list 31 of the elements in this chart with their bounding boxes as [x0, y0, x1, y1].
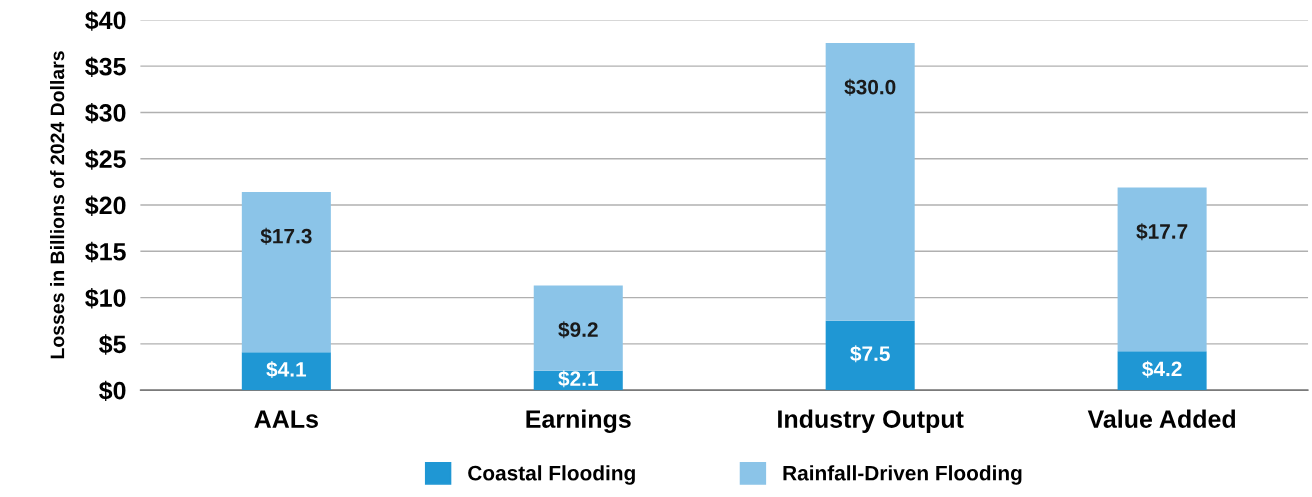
- data-label: $9.2: [558, 321, 598, 339]
- x-tick-label: Value Added: [1087, 409, 1236, 428]
- data-label: $4.1: [266, 361, 307, 379]
- data-label: $17.3: [260, 227, 312, 245]
- legend-label: Rainfall-Driven Flooding: [783, 465, 1022, 485]
- y-tick-label: $0: [99, 380, 126, 402]
- y-tick-label: $10: [85, 288, 126, 309]
- y-tick-label: $35: [85, 56, 126, 78]
- data-label: $30.0: [844, 78, 896, 96]
- bar: [241, 352, 331, 391]
- data-label: $4.2: [1142, 360, 1182, 378]
- y-tick-label: $15: [85, 241, 126, 263]
- bar: [825, 320, 915, 391]
- y-tick-label: $20: [85, 195, 126, 216]
- y-axis-title: Losses in Billions of 2024 Dollars: [50, 51, 65, 359]
- data-label: $7.5: [850, 345, 890, 363]
- x-tick-label: Industry Output: [778, 409, 964, 433]
- bar: [1117, 187, 1207, 352]
- y-tick-label: $40: [85, 10, 126, 31]
- bar: [825, 43, 915, 321]
- data-label: $2.1: [558, 370, 598, 388]
- y-tick-label: $5: [99, 334, 126, 355]
- legend-label: Coastal Flooding: [468, 465, 635, 485]
- bar: [533, 285, 623, 371]
- bar: [1117, 351, 1207, 391]
- y-tick-label: $25: [85, 149, 126, 170]
- x-tick-label: AALs: [254, 410, 318, 428]
- bar: [241, 192, 331, 353]
- y-tick-label: $30: [85, 102, 126, 124]
- x-tick-label: Earnings: [526, 409, 631, 433]
- data-label: $17.7: [1136, 223, 1188, 241]
